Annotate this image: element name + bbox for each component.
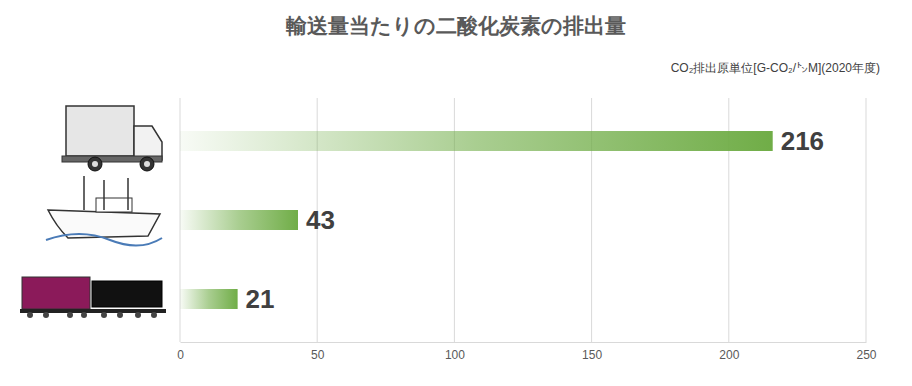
ship-icon xyxy=(46,176,162,246)
bar xyxy=(180,131,773,151)
subtitle: CO₂排出原単位[G-CO₂/㌧M](2020年度) xyxy=(671,61,880,75)
x-tick-label: 200 xyxy=(719,348,739,362)
x-tick-label: 0 xyxy=(177,348,184,362)
bars xyxy=(180,131,773,309)
x-tick: 100 xyxy=(445,342,465,362)
grid-line xyxy=(866,98,867,342)
grid xyxy=(180,98,866,342)
data-label: 216 xyxy=(781,126,824,156)
bar xyxy=(180,210,298,230)
x-tick-label: 50 xyxy=(311,348,325,362)
x-tick: 50 xyxy=(311,342,325,362)
truck-icon xyxy=(62,106,162,171)
data-labels: 216 43 21 xyxy=(246,126,824,314)
x-tick-label: 250 xyxy=(856,348,876,362)
x-tick-label: 100 xyxy=(445,348,465,362)
data-label: 21 xyxy=(246,284,275,314)
title: 輸送量当たりの二酸化炭素の排出量 xyxy=(285,14,626,37)
x-axis: 0 50 100 150 200 250 xyxy=(177,342,877,362)
bar xyxy=(180,289,238,309)
x-tick: 150 xyxy=(582,342,602,362)
x-axis-line xyxy=(181,342,867,343)
train-icon xyxy=(20,277,166,318)
x-tick: 250 xyxy=(856,342,876,362)
icons xyxy=(20,106,166,318)
data-label: 43 xyxy=(306,205,335,235)
x-tick: 0 xyxy=(177,342,184,362)
x-tick: 200 xyxy=(719,342,739,362)
x-tick-label: 150 xyxy=(582,348,602,362)
chart: 輸送量当たりの二酸化炭素の排出量 CO₂排出原単位[G-CO₂/㌧M](2020年… xyxy=(0,0,912,386)
